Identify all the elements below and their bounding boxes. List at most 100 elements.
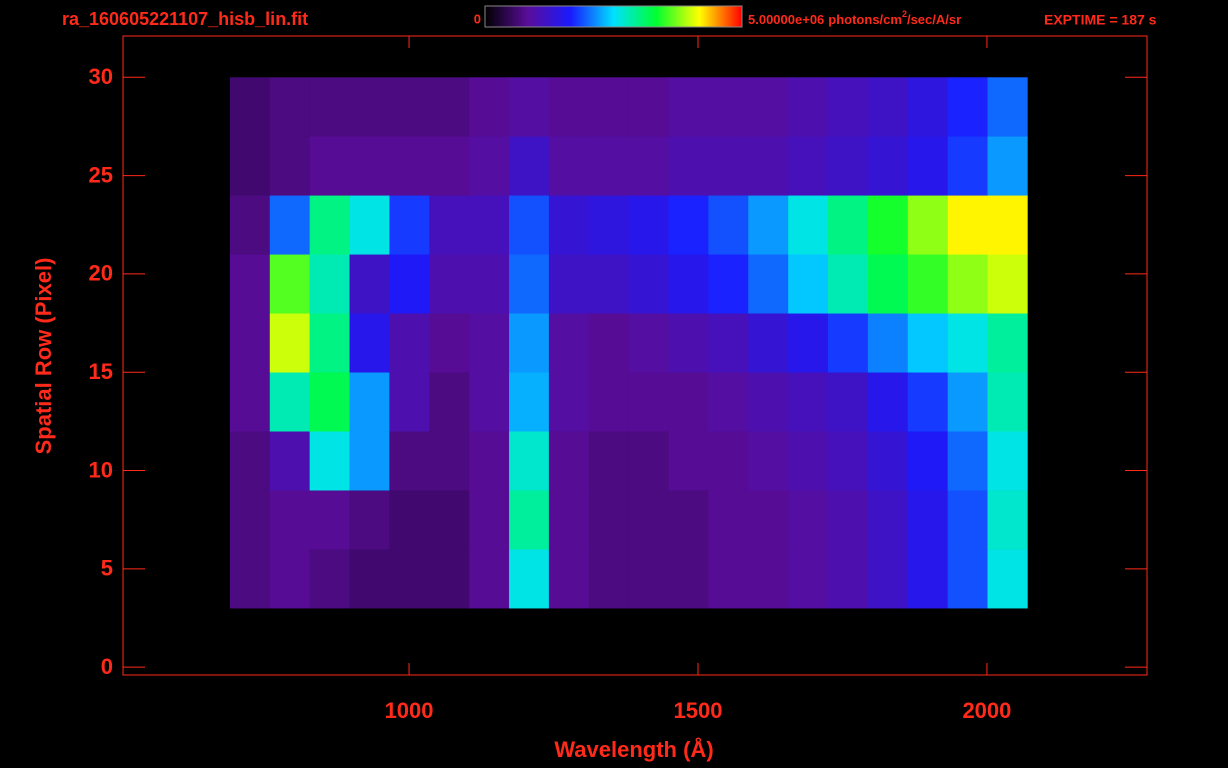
heatmap-cell: [907, 136, 948, 196]
heatmap-cell: [987, 195, 1028, 255]
heatmap-cell: [509, 254, 550, 314]
heatmap-cell: [389, 490, 430, 550]
y-tick-label: 5: [101, 556, 113, 581]
x-tick-label: 2000: [962, 698, 1011, 723]
y-tick-label: 0: [101, 654, 113, 679]
heatmap-cell: [907, 313, 948, 373]
heatmap-cell: [867, 549, 909, 609]
heatmap-cell: [509, 195, 550, 255]
heatmap-cell: [708, 313, 749, 373]
heatmap-cell: [389, 136, 430, 196]
heatmap-cell: [429, 372, 470, 432]
heatmap-cell: [349, 431, 390, 491]
x-tick-label: 1000: [385, 698, 434, 723]
heatmap-cell: [748, 490, 789, 550]
heatmap-cell: [708, 431, 749, 491]
heatmap-cell: [628, 549, 669, 609]
heatmap-cell: [309, 549, 350, 609]
heatmap-cell: [349, 254, 390, 314]
heatmap-cell: [349, 195, 390, 255]
heatmap-cell: [668, 313, 709, 373]
heatmap-cell: [269, 254, 310, 314]
heatmap-cell: [828, 490, 869, 550]
heatmap-cell: [389, 254, 430, 314]
heatmap-cell: [469, 431, 510, 491]
heatmap-cell: [748, 549, 789, 609]
heatmap-cell: [867, 490, 909, 550]
heatmap-cell: [509, 372, 550, 432]
heatmap-cell: [229, 431, 271, 491]
heatmap-cell: [987, 136, 1028, 196]
heatmap-cell: [548, 195, 590, 255]
heatmap-cell: [668, 490, 709, 550]
heatmap-cell: [349, 313, 390, 373]
heatmap-cell: [429, 136, 470, 196]
x-tick-label: 1500: [674, 698, 723, 723]
heatmap-cell: [828, 254, 869, 314]
heatmap-cell: [907, 490, 948, 550]
heatmap-cell: [309, 313, 350, 373]
y-tick-label: 20: [89, 261, 113, 286]
heatmap-cell: [907, 254, 948, 314]
heatmap-cell: [469, 549, 510, 609]
heatmap-cell: [947, 136, 988, 196]
heatmap-cell: [588, 254, 629, 314]
heatmap-cell: [309, 136, 350, 196]
colorbar-label-part: photons/cm: [828, 12, 902, 27]
heatmap-cell: [429, 431, 470, 491]
heatmap-cell: [509, 313, 550, 373]
heatmap-cell: [588, 313, 629, 373]
heatmap-cell: [588, 195, 629, 255]
heatmap-cell: [389, 549, 430, 609]
heatmap-cell: [628, 372, 669, 432]
heatmap-cell: [867, 136, 909, 196]
heatmap-cell: [788, 254, 829, 314]
heatmap-cell: [708, 490, 749, 550]
heatmap-cell: [708, 372, 749, 432]
heatmap-cell: [628, 431, 669, 491]
heatmap-cell: [229, 549, 271, 609]
heatmap-cell: [748, 431, 789, 491]
heatmap-cell: [389, 77, 430, 137]
heatmap-cell: [907, 431, 948, 491]
heatmap-cell: [628, 490, 669, 550]
heatmap-cell: [309, 490, 350, 550]
heatmap-cell: [229, 490, 271, 550]
heatmap-cell: [828, 549, 869, 609]
colorbar-label-part: 2: [902, 9, 907, 19]
heatmap-cell: [269, 77, 310, 137]
heatmap-cell: [429, 254, 470, 314]
plot-frame: [122, 35, 1148, 676]
heatmap-cell: [668, 254, 709, 314]
heatmap-cell: [867, 313, 909, 373]
heatmap-cell: [788, 313, 829, 373]
heatmap-cell: [828, 372, 869, 432]
heatmap-cell: [788, 372, 829, 432]
heatmap-cell: [867, 431, 909, 491]
heatmap-cell: [548, 490, 590, 550]
heatmap-cell: [748, 195, 789, 255]
heatmap-cell: [548, 313, 590, 373]
heatmap-cell: [987, 372, 1028, 432]
heatmap-cell: [748, 313, 789, 373]
heatmap-cell: [828, 136, 869, 196]
heatmap-cell: [469, 490, 510, 550]
heatmap-cell: [229, 195, 271, 255]
heatmap-cell: [828, 195, 869, 255]
heatmap-cell: [349, 549, 390, 609]
heatmap-cell: [509, 549, 550, 609]
heatmap-cell: [668, 372, 709, 432]
x-axis-label: Wavelength (Å): [554, 736, 713, 762]
heatmap-cell: [907, 372, 948, 432]
heatmap-cell: [708, 77, 749, 137]
heatmap-cell: [548, 431, 590, 491]
heatmap-cell: [788, 136, 829, 196]
heatmap-cell: [269, 195, 310, 255]
heatmap-cell: [309, 77, 350, 137]
heatmap-cell: [907, 77, 948, 137]
heatmap-cell: [708, 136, 749, 196]
heatmap-cell: [867, 254, 909, 314]
heatmap-cell: [469, 372, 510, 432]
heatmap-cell: [269, 136, 310, 196]
